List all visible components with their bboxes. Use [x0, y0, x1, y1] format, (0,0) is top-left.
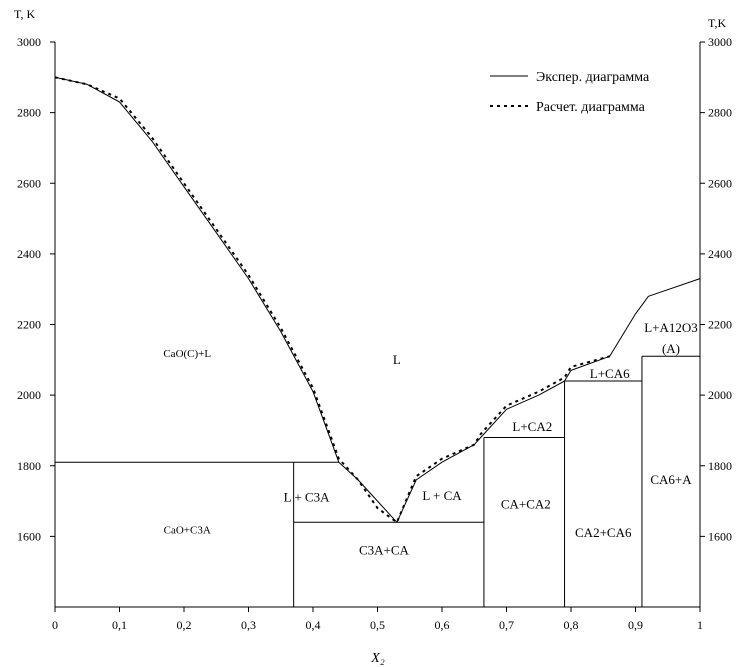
x-tick-label: 1 [697, 618, 703, 632]
series-calculated-line [54, 76, 610, 524]
region-label: L [393, 352, 401, 367]
x-tick-label: 0,4 [306, 618, 321, 632]
series-experimental-line [54, 76, 701, 523]
region-label: L+A12O3 [644, 320, 698, 335]
region-label: CaO+C3A [164, 524, 211, 536]
y-left-tick-label: 3000 [17, 35, 41, 49]
region-label: (A) [662, 341, 680, 356]
y-right-tick-label: 2800 [708, 106, 732, 120]
phase-boundaries [55, 355, 700, 607]
y-right-tick-label: 1800 [708, 459, 732, 473]
y-left-tick-label: 2600 [17, 176, 41, 190]
x-tick-label: 0,3 [241, 618, 256, 632]
y-left-tick-label: 2800 [17, 106, 41, 120]
y-axis-left-title: T, K [14, 7, 35, 21]
y-right-tick-label: 2200 [708, 318, 732, 332]
region-labels: CaO(C)+L L CaO+C3A L + C3A L + CA C3A+CA CA+CA… [163, 320, 697, 557]
x-tick-label: 0,5 [370, 618, 385, 632]
legend-label-calc: Расчет. диаграмма [536, 100, 646, 115]
region-label: CA+CA2 [501, 497, 551, 512]
region-label: L+CA6 [590, 366, 630, 381]
x-tick-label: 0,2 [177, 618, 192, 632]
region-label: C3A+CA [359, 543, 410, 558]
region-label: CaO(C)+L [163, 348, 211, 360]
x-tick-label: 0,7 [499, 618, 514, 632]
legend-label-exp: Экспер. диаграмма [536, 70, 650, 85]
y-left-tick-label: 2000 [17, 388, 41, 402]
y-left-tick-label: 1600 [17, 529, 41, 543]
series-layer [54, 76, 701, 524]
legend: Экспер. диаграмма Расчет. диаграмма [490, 70, 650, 115]
y-right-tick-label: 2600 [708, 176, 732, 190]
y-right-tick-label: 1600 [708, 529, 732, 543]
ticks: 0 0,1 0,2 0,3 0,4 0,5 0,6 0,7 0,8 0,9 1 1600 1600 180… [17, 35, 732, 632]
x-axis-title: X₂ [370, 651, 385, 666]
region-label: L + CA [422, 488, 462, 503]
region-label: CA6+A [650, 472, 692, 487]
region-label: L+CA2 [512, 419, 552, 434]
y-left-tick-label: 2200 [17, 318, 41, 332]
y-left-tick-label: 2400 [17, 247, 41, 261]
x-tick-label: 0,9 [628, 618, 643, 632]
x-tick-label: 0 [52, 618, 58, 632]
y-left-tick-label: 1800 [17, 459, 41, 473]
y-right-tick-label: 2000 [708, 388, 732, 402]
y-axis-right-title: T,K [708, 16, 726, 30]
y-right-tick-label: 3000 [708, 35, 732, 49]
region-label: CA2+CA6 [575, 525, 632, 540]
x-tick-label: 0,1 [112, 618, 127, 632]
y-right-tick-label: 2400 [708, 247, 732, 261]
x-tick-label: 0,8 [564, 618, 579, 632]
x-tick-label: 0,6 [435, 618, 450, 632]
region-label: L + C3A [284, 490, 330, 505]
